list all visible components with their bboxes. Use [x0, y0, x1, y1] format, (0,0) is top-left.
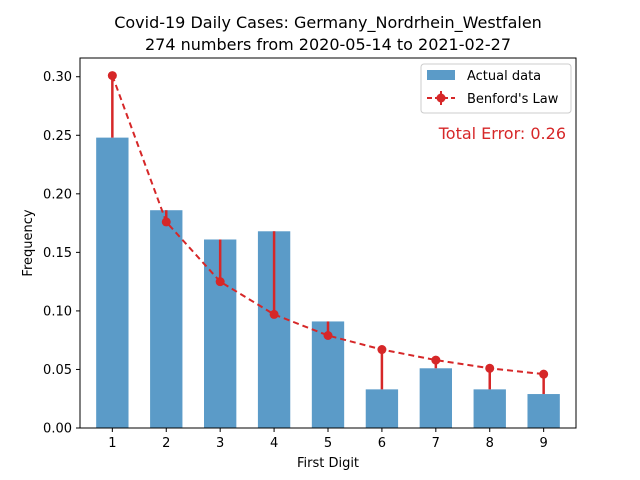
benford-line [111, 75, 544, 376]
legend-swatch-actual [427, 70, 455, 80]
x-tick-label-2: 2 [162, 436, 170, 451]
bar-digit-2 [150, 210, 183, 428]
benford-point-digit-7 [431, 355, 441, 365]
total-error-annotation: Total Error: 0.26 [438, 124, 566, 143]
x-tick-label-6: 6 [378, 436, 386, 451]
benford-point-digit-9 [539, 369, 549, 379]
legend-label-benford: Benford's Law [467, 92, 559, 107]
legend-label-actual: Actual data [467, 69, 541, 84]
bar-digit-9 [527, 394, 560, 428]
y-tick-label-0: 0.00 [43, 422, 72, 437]
benford-point-digit-5 [323, 331, 333, 340]
y-tick-label-2: 0.10 [43, 304, 72, 319]
bar-digit-1 [96, 137, 129, 429]
benford-point-digit-8 [485, 363, 495, 373]
x-tick-label-1: 1 [108, 436, 116, 451]
x-tick-label-3: 3 [216, 436, 224, 451]
y-tick-label-3: 0.15 [43, 246, 72, 261]
y-axis-ticks: 0.00 0.05 0.10 0.15 0.20 0.25 0.30 [43, 70, 80, 437]
x-tick-label-7: 7 [432, 436, 440, 451]
benford-point-digit-1 [107, 71, 117, 81]
chart-title: Covid-19 Daily Cases: Germany_Nordrhein_… [114, 13, 542, 33]
bar-digit-8 [473, 389, 506, 428]
chart-subtitle: 274 numbers from 2020-05-14 to 2021-02-2… [145, 35, 511, 54]
bar-digit-7 [419, 368, 452, 428]
benford-point-digit-6 [377, 345, 387, 355]
benford-point-digit-2 [161, 217, 171, 227]
y-tick-label-5: 0.25 [43, 129, 72, 144]
y-tick-label-4: 0.20 [43, 187, 72, 202]
benford-point-digit-3 [215, 277, 225, 287]
x-tick-label-9: 9 [540, 436, 548, 451]
x-tick-label-4: 4 [270, 436, 278, 451]
legend-swatch-benford-marker [436, 93, 446, 103]
benford-points-group [107, 71, 549, 379]
legend: Actual data Benford's Law [420, 63, 572, 114]
bar-digit-6 [365, 389, 399, 428]
legend-box [420, 63, 572, 114]
y-tick-label-6: 0.30 [43, 70, 72, 85]
benford-point-digit-4 [269, 309, 279, 319]
y-axis-label: Frequency [21, 209, 36, 276]
x-axis-ticks: 1 2 3 4 5 6 7 8 9 [108, 428, 548, 451]
x-tick-label-8: 8 [486, 436, 494, 451]
y-tick-label-1: 0.05 [43, 363, 72, 378]
x-axis-label: First Digit [297, 456, 359, 471]
x-tick-label-5: 5 [324, 436, 332, 451]
